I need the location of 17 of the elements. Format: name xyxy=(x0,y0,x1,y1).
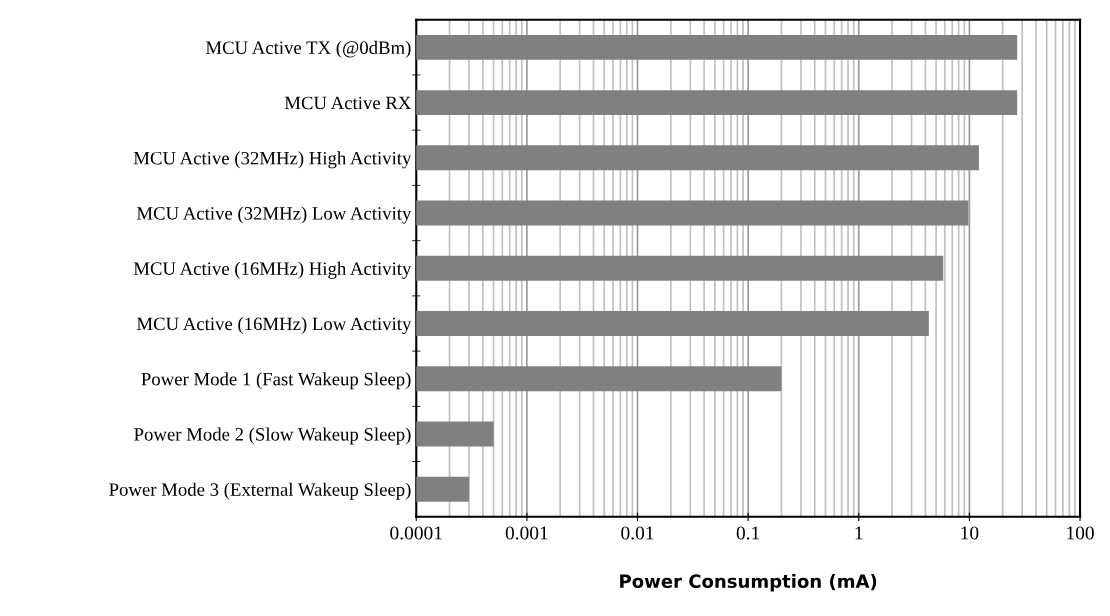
y-tick-label: MCU Active TX (@0dBm) xyxy=(205,40,411,58)
y-tick-label: MCU Active (16MHz) Low Activity xyxy=(136,317,412,335)
x-tick-label: 0.1 xyxy=(736,526,760,540)
x-axis-title: Power Consumption (mA) xyxy=(620,574,877,592)
x-tick-label: 1 xyxy=(855,526,863,540)
y-tick-label: Power Mode 3 (External Wakeup Sleep) xyxy=(109,482,411,500)
x-tick-label: 100 xyxy=(1067,526,1094,540)
y-tick-label: MCU Active (32MHz) Low Activity xyxy=(136,206,412,224)
y-tick-label: Power Mode 2 (Slow Wakeup Sleep) xyxy=(134,427,411,445)
x-tick-label: 0.0001 xyxy=(390,526,442,540)
y-tick-label: MCU Active RX xyxy=(284,96,412,110)
y-tick-label: MCU Active (16MHz) High Activity xyxy=(133,261,412,279)
x-tick-label: 0.001 xyxy=(505,526,548,540)
y-tick-label: MCU Active (32MHz) High Activity xyxy=(133,151,412,169)
y-tick-label: Power Mode 1 (Fast Wakeup Sleep) xyxy=(141,372,411,390)
x-tick-label: 10 xyxy=(961,526,979,540)
x-tick-label: 0.01 xyxy=(621,526,654,540)
